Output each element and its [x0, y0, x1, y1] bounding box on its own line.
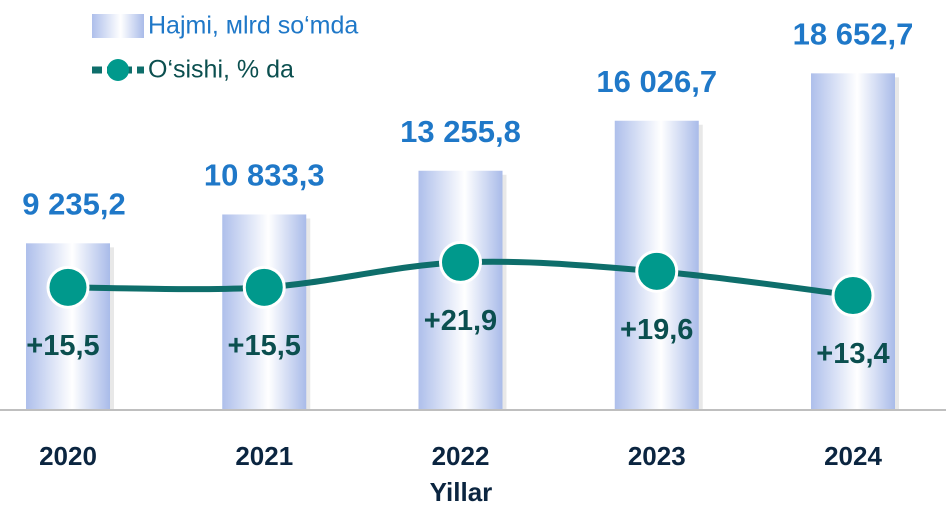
x-tick-label: 2020	[39, 441, 97, 471]
bar	[222, 214, 307, 410]
bar-value-label: 10 833,3	[204, 158, 325, 193]
x-tick-label: 2022	[432, 441, 490, 471]
bar-value-label: 13 255,8	[400, 114, 521, 149]
legend-label: O‘sishi, % da	[148, 56, 294, 84]
growth-value-label: +15,5	[228, 330, 301, 362]
bar-value-label: 18 652,7	[793, 17, 914, 52]
growth-value-label: +21,9	[424, 305, 497, 337]
growth-marker	[635, 249, 679, 293]
growth-marker	[439, 240, 482, 284]
growth-marker	[831, 273, 875, 317]
bar-value-label: 16 026,7	[596, 64, 717, 99]
growth-value-label: +19,6	[620, 314, 693, 346]
bar	[811, 73, 895, 410]
legend-bar-swatch	[92, 14, 144, 38]
growth-marker	[46, 265, 90, 309]
legend: Hajmi, мlrd so‘mda O‘sishi, % da	[92, 12, 358, 84]
x-tick-label: 2021	[235, 441, 293, 471]
bar-value-label: 9 235,2	[22, 187, 125, 222]
x-tick-label: 2023	[628, 441, 686, 471]
bar	[418, 170, 503, 410]
x-tick-label: 2024	[824, 441, 882, 471]
x-axis-title: Yillar	[430, 477, 493, 507]
legend-label: Hajmi, мlrd so‘mda	[148, 12, 358, 40]
growth-marker	[242, 265, 286, 309]
legend-marker	[107, 59, 129, 81]
growth-value-label: +13,4	[816, 338, 889, 370]
growth-value-label: +15,5	[26, 330, 99, 362]
